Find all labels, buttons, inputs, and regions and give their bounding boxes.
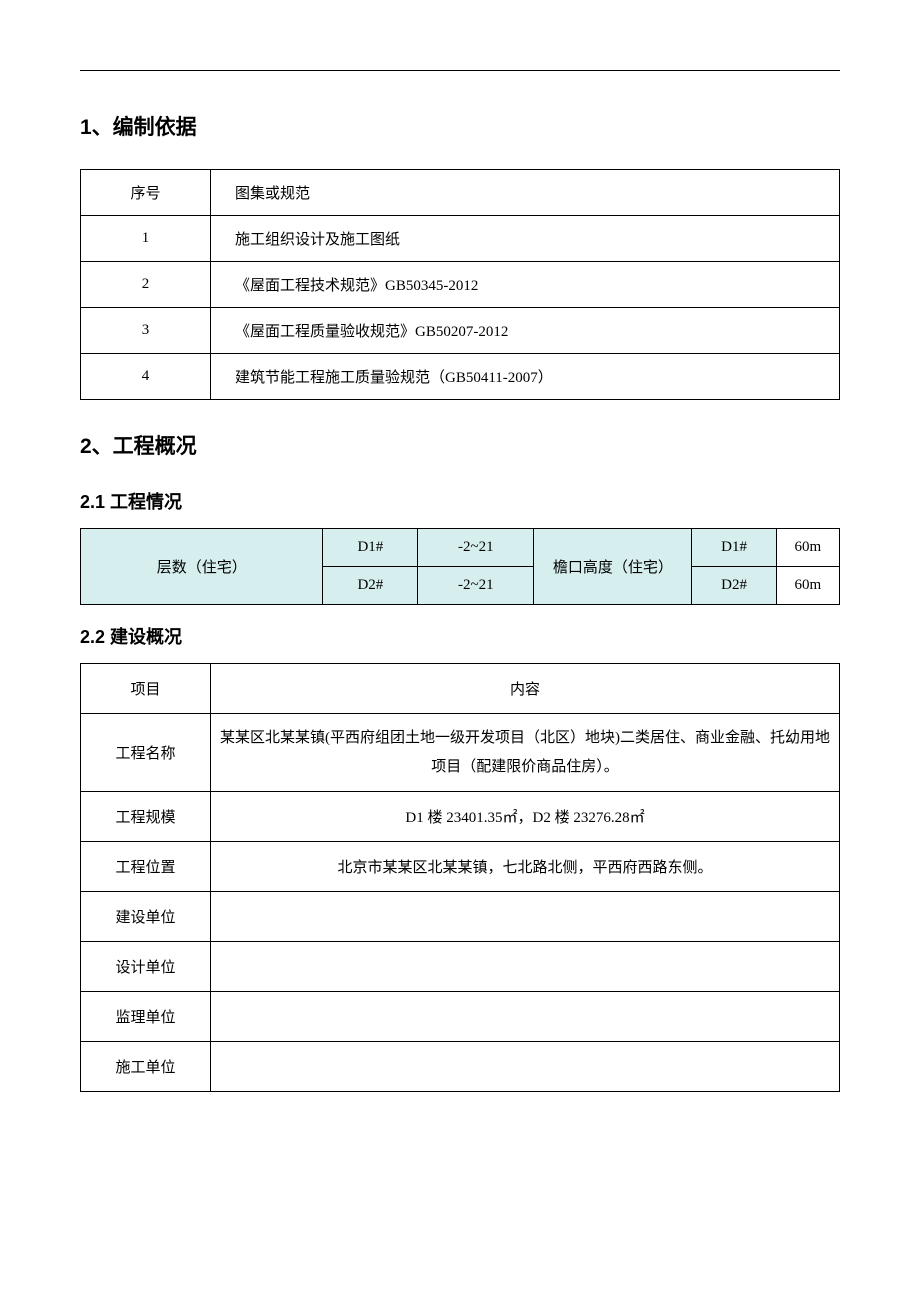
basis-cell-spec: 施工组织设计及施工图纸 <box>211 216 840 262</box>
table-row: 序号 图集或规范 <box>81 170 840 216</box>
table-row: 工程名称 某某区北某某镇(平西府组团土地一级开发项目（北区）地块)二类居住、商业… <box>81 714 840 792</box>
basis-cell-no: 4 <box>81 354 211 400</box>
overview-val <box>211 892 840 942</box>
eaves-height: 60m <box>776 567 839 605</box>
basis-cell-spec: 《屋面工程质量验收规范》GB50207-2012 <box>211 308 840 354</box>
table-row: 1 施工组织设计及施工图纸 <box>81 216 840 262</box>
section-2-2-title: 2.2 建设概况 <box>80 623 840 649</box>
overview-key: 设计单位 <box>81 942 211 992</box>
table-row: 施工单位 <box>81 1042 840 1092</box>
table-row: 项目 内容 <box>81 664 840 714</box>
overview-table: 项目 内容 工程名称 某某区北某某镇(平西府组团土地一级开发项目（北区）地块)二… <box>80 663 840 1092</box>
overview-key: 工程位置 <box>81 842 211 892</box>
table-row: 3 《屋面工程质量验收规范》GB50207-2012 <box>81 308 840 354</box>
section-1-title: 1、编制依据 <box>80 111 840 141</box>
basis-cell-no: 1 <box>81 216 211 262</box>
floors-bld: D2# <box>323 567 418 605</box>
floors-range: -2~21 <box>418 567 534 605</box>
overview-val: 某某区北某某镇(平西府组团土地一级开发项目（北区）地块)二类居住、商业金融、托幼… <box>211 714 840 792</box>
table-row: 工程规模 D1 楼 23401.35㎡，D2 楼 23276.28㎡ <box>81 792 840 842</box>
overview-header-content: 内容 <box>211 664 840 714</box>
overview-key: 工程规模 <box>81 792 211 842</box>
table-row: 工程位置 北京市某某区北某某镇，七北路北侧，平西府西路东侧。 <box>81 842 840 892</box>
basis-table: 序号 图集或规范 1 施工组织设计及施工图纸 2 《屋面工程技术规范》GB503… <box>80 169 840 400</box>
page: 1、编制依据 序号 图集或规范 1 施工组织设计及施工图纸 2 《屋面工程技术规… <box>0 0 920 1302</box>
table-row: 建设单位 <box>81 892 840 942</box>
table-row: 设计单位 <box>81 942 840 992</box>
overview-val: D1 楼 23401.35㎡，D2 楼 23276.28㎡ <box>211 792 840 842</box>
basis-cell-spec: 《屋面工程技术规范》GB50345-2012 <box>211 262 840 308</box>
section-2-title: 2、工程概况 <box>80 430 840 460</box>
basis-header-no: 序号 <box>81 170 211 216</box>
top-divider <box>80 70 840 71</box>
overview-key: 工程名称 <box>81 714 211 792</box>
overview-val <box>211 992 840 1042</box>
eaves-bld: D2# <box>692 567 776 605</box>
floors-range: -2~21 <box>418 529 534 567</box>
floors-label: 层数（住宅） <box>81 529 323 605</box>
overview-header-item: 项目 <box>81 664 211 714</box>
floors-bld: D1# <box>323 529 418 567</box>
overview-key: 监理单位 <box>81 992 211 1042</box>
eaves-label: 檐口高度（住宅） <box>534 529 692 605</box>
overview-key: 建设单位 <box>81 892 211 942</box>
table-row: 层数（住宅） D1# -2~21 檐口高度（住宅） D1# 60m <box>81 529 840 567</box>
table-row: 4 建筑节能工程施工质量验规范（GB50411-2007） <box>81 354 840 400</box>
section-2-1-title: 2.1 工程情况 <box>80 488 840 514</box>
overview-val <box>211 1042 840 1092</box>
basis-cell-spec: 建筑节能工程施工质量验规范（GB50411-2007） <box>211 354 840 400</box>
table-row: 监理单位 <box>81 992 840 1042</box>
table-row: 2 《屋面工程技术规范》GB50345-2012 <box>81 262 840 308</box>
eaves-height: 60m <box>776 529 839 567</box>
overview-val: 北京市某某区北某某镇，七北路北侧，平西府西路东侧。 <box>211 842 840 892</box>
eaves-bld: D1# <box>692 529 776 567</box>
floors-table: 层数（住宅） D1# -2~21 檐口高度（住宅） D1# 60m D2# -2… <box>80 528 840 605</box>
basis-header-spec: 图集或规范 <box>211 170 840 216</box>
overview-key: 施工单位 <box>81 1042 211 1092</box>
basis-cell-no: 3 <box>81 308 211 354</box>
overview-val <box>211 942 840 992</box>
basis-cell-no: 2 <box>81 262 211 308</box>
